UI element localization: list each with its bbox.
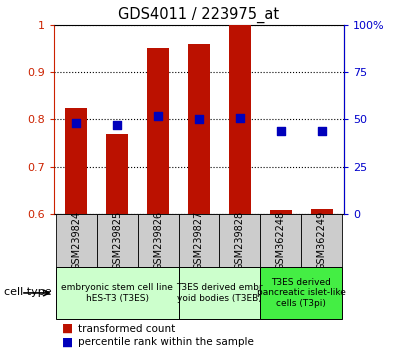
Point: [318, 128, 325, 134]
Text: ■: ■: [62, 322, 73, 335]
Text: GSM239825: GSM239825: [112, 211, 122, 270]
Bar: [269, 210, 292, 214]
Text: T3ES derived
pancreatic islet-like
cells (T3pi): T3ES derived pancreatic islet-like cells…: [257, 278, 346, 308]
Bar: [106, 134, 129, 214]
Point: [278, 128, 284, 134]
Bar: [56, 214, 97, 267]
Text: ■: ■: [62, 336, 73, 349]
Bar: [260, 214, 301, 267]
Bar: [310, 210, 333, 214]
Text: GSM239824: GSM239824: [71, 211, 81, 270]
Text: GSM362249: GSM362249: [317, 211, 327, 270]
Bar: [147, 48, 169, 214]
Bar: [97, 214, 138, 267]
Bar: [179, 267, 260, 319]
Bar: [56, 267, 179, 319]
Point: [73, 120, 80, 126]
Bar: [229, 25, 251, 214]
Point: [237, 115, 243, 120]
Text: embryonic stem cell line
hES-T3 (T3ES): embryonic stem cell line hES-T3 (T3ES): [61, 283, 173, 303]
Text: percentile rank within the sample: percentile rank within the sample: [78, 337, 254, 347]
Bar: [301, 214, 342, 267]
Text: T3ES derived embr
yoid bodies (T3EB): T3ES derived embr yoid bodies (T3EB): [176, 283, 263, 303]
Bar: [179, 214, 219, 267]
Text: GSM239827: GSM239827: [194, 211, 204, 270]
Point: [114, 122, 120, 128]
Bar: [260, 267, 342, 319]
Bar: [188, 44, 210, 214]
Text: cell type: cell type: [4, 287, 52, 297]
Point: [196, 117, 202, 122]
Text: GSM239828: GSM239828: [235, 211, 245, 270]
Text: GSM362248: GSM362248: [276, 211, 286, 270]
Text: transformed count: transformed count: [78, 324, 175, 333]
Text: GSM239826: GSM239826: [153, 211, 163, 270]
Title: GDS4011 / 223975_at: GDS4011 / 223975_at: [119, 7, 279, 23]
Bar: [65, 108, 88, 214]
Bar: [219, 214, 260, 267]
Point: [155, 113, 161, 119]
Bar: [138, 214, 179, 267]
